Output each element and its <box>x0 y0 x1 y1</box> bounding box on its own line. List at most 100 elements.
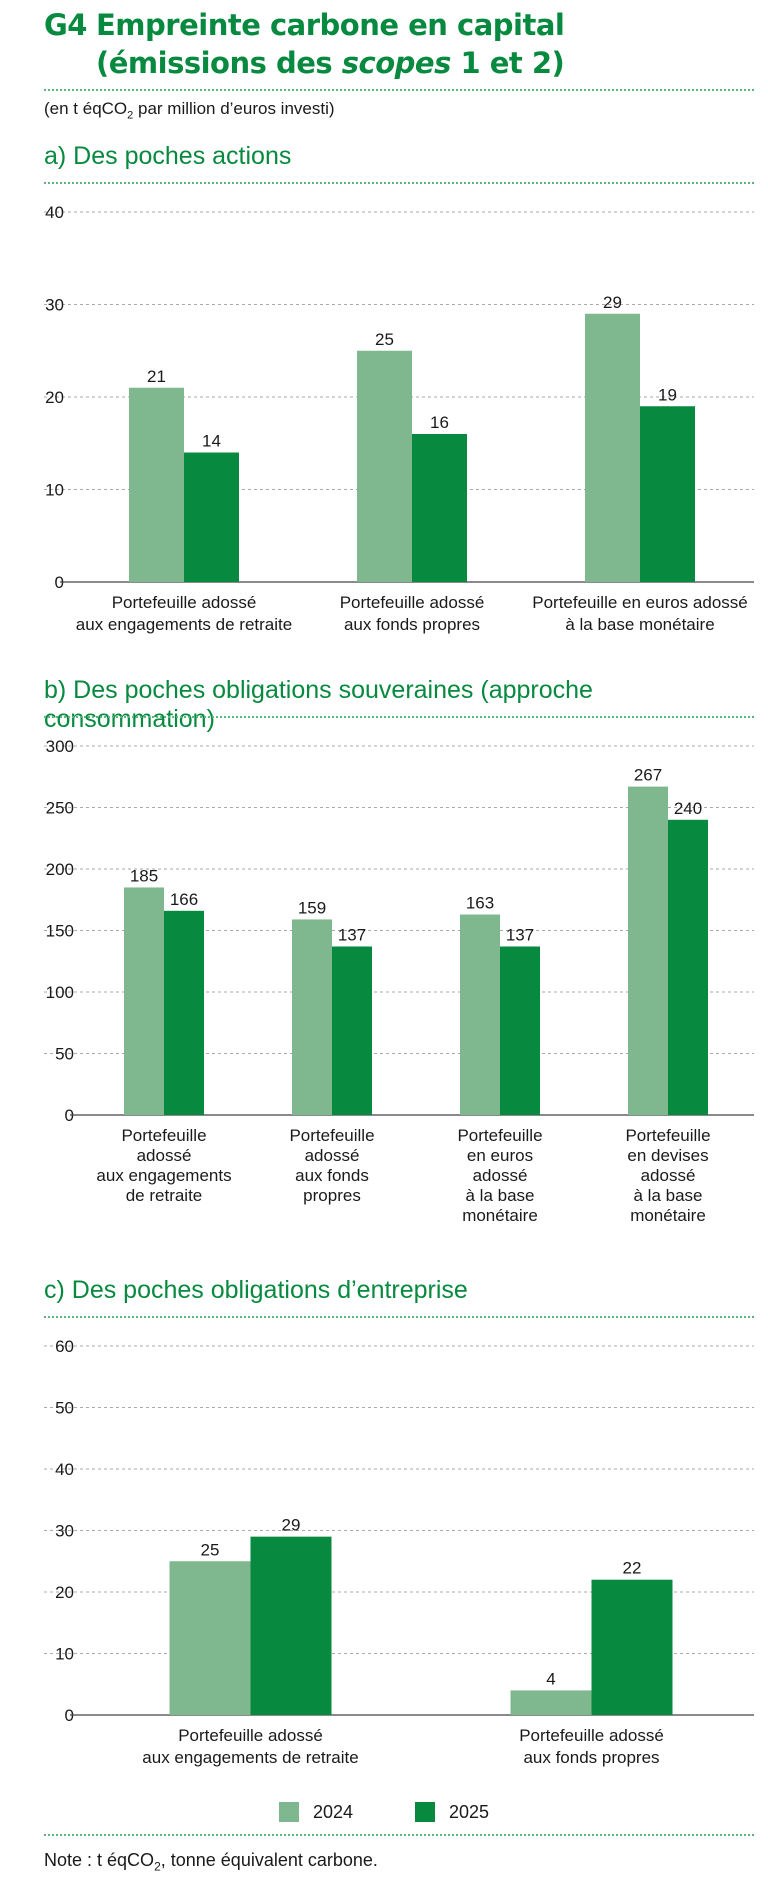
legend-swatch-2024 <box>278 1802 299 1822</box>
bar-2025 <box>412 434 467 582</box>
category-label: Portefeuille <box>289 1126 374 1145</box>
data-label: 21 <box>147 367 166 386</box>
data-label: 14 <box>202 432 221 451</box>
data-label: 137 <box>506 925 534 944</box>
y-tick-label: 0 <box>65 1706 74 1725</box>
panel-c-divider <box>44 1316 754 1318</box>
bar-2025 <box>332 946 372 1115</box>
category-label: aux fonds propres <box>523 1748 659 1767</box>
figure-title-line2: (émissions des scopes 1 et 2) <box>96 46 565 80</box>
category-label: Portefeuille <box>457 1126 542 1145</box>
figure-number: G4 <box>44 8 87 42</box>
category-label: Portefeuille <box>121 1126 206 1145</box>
category-label: Portefeuille adossé <box>340 593 485 612</box>
bar-2024 <box>585 313 640 582</box>
legend-swatch-2025 <box>415 1802 435 1822</box>
data-label: 267 <box>634 766 662 785</box>
legend-label-2024: 2024 <box>312 1801 353 1822</box>
bar-2024 <box>292 919 332 1115</box>
y-tick-label: 40 <box>55 1460 74 1479</box>
panel-c-title: c) Des poches obligations d’entreprise <box>44 1276 468 1304</box>
figure-title-italic: scopes <box>341 46 452 80</box>
y-tick-label: 300 <box>46 737 74 756</box>
y-tick-label: 50 <box>55 1045 74 1064</box>
figure-title-line1: Empreinte carbone en capital <box>96 8 565 42</box>
bar-2025 <box>591 1579 673 1715</box>
data-label: 159 <box>298 898 326 917</box>
data-label: 240 <box>674 799 702 818</box>
legend-label-2025: 2025 <box>449 1801 490 1822</box>
y-tick-label: 100 <box>46 983 74 1002</box>
category-label: Portefeuille <box>625 1126 710 1145</box>
bar-2024 <box>357 350 412 582</box>
legend-item-2025: 2025 <box>415 1802 489 1823</box>
data-label: 19 <box>658 385 677 404</box>
note-divider <box>44 1834 754 1836</box>
category-label: Portefeuille adossé <box>112 593 257 612</box>
y-tick-label: 250 <box>46 799 74 818</box>
category-label: adossé <box>641 1166 696 1185</box>
y-tick-label: 20 <box>45 388 64 407</box>
note: Note : t éqCO2, tonne équivalent carbone… <box>44 1850 378 1874</box>
category-label: aux fonds <box>295 1166 369 1185</box>
category-label: Portefeuille adossé <box>178 1726 323 1745</box>
bar-2024 <box>124 887 164 1115</box>
category-label: Portefeuille en euros adossé <box>532 593 747 612</box>
panel-a-title: a) Des poches actions <box>44 142 292 170</box>
chart-a: 0 10 20 30 40 21 14 Portefeuille adossé aux enga… <box>44 203 754 634</box>
y-tick-label: 150 <box>46 922 74 941</box>
panel-a-divider <box>44 182 754 184</box>
panel-b-title: b) Des poches obligations souveraines (a… <box>44 676 593 733</box>
category-label: en euros <box>467 1146 533 1165</box>
category-label: à la base monétaire <box>565 615 714 634</box>
y-tick-label: 0 <box>55 573 64 592</box>
category-label: propres <box>303 1186 361 1205</box>
panel-b-divider <box>44 716 754 718</box>
legend: 2024 2025 <box>0 1797 768 1827</box>
category-label: adossé <box>305 1146 360 1165</box>
bar-2025 <box>668 819 708 1115</box>
y-tick-label: 10 <box>45 481 64 500</box>
category-label: monétaire <box>462 1206 538 1225</box>
data-label: 25 <box>375 330 394 349</box>
bar-2025 <box>500 946 540 1115</box>
data-label: 29 <box>282 1516 301 1535</box>
y-tick-label: 30 <box>45 296 64 315</box>
data-label: 16 <box>430 413 449 432</box>
category-label: adossé <box>137 1146 192 1165</box>
y-tick-label: 50 <box>55 1399 74 1418</box>
y-tick-label: 0 <box>65 1106 74 1125</box>
y-tick-label: 200 <box>46 860 74 879</box>
y-tick-label: 60 <box>55 1337 74 1356</box>
data-label: 22 <box>623 1559 642 1578</box>
category-label: en devises <box>627 1146 708 1165</box>
bar-2025 <box>184 452 239 582</box>
unit-label: (en t éqCO2 par million d’euros investi) <box>44 99 335 122</box>
category-label: monétaire <box>630 1206 706 1225</box>
bar-2024 <box>169 1561 251 1715</box>
data-label: 25 <box>201 1540 220 1559</box>
data-label: 4 <box>546 1669 555 1688</box>
y-tick-label: 30 <box>55 1522 74 1541</box>
title-divider <box>44 89 754 91</box>
category-label: à la base <box>466 1186 535 1205</box>
category-label: Portefeuille adossé <box>519 1726 664 1745</box>
y-tick-label: 40 <box>45 203 64 222</box>
bar-2025 <box>164 910 204 1115</box>
bar-2024 <box>460 914 500 1115</box>
data-label: 185 <box>130 866 158 885</box>
legend-item-2024: 2024 <box>278 1801 353 1823</box>
data-label: 137 <box>338 925 366 944</box>
chart-c: 0 10 20 30 40 50 60 25 29 Portefeuille adossé aux … <box>44 1337 754 1767</box>
category-label: aux engagements de retraite <box>142 1748 358 1767</box>
bar-2025 <box>640 406 695 582</box>
category-label: aux engagements de retraite <box>76 615 292 634</box>
category-label: à la base <box>634 1186 703 1205</box>
bar-2024 <box>628 786 668 1115</box>
category-label: aux fonds propres <box>344 615 480 634</box>
data-label: 29 <box>603 293 622 312</box>
bar-2024 <box>510 1690 592 1715</box>
data-label: 163 <box>466 894 494 913</box>
bar-2024 <box>129 387 184 582</box>
chart-b: 050100150200250300185166Portefeuilleados… <box>44 737 754 1225</box>
